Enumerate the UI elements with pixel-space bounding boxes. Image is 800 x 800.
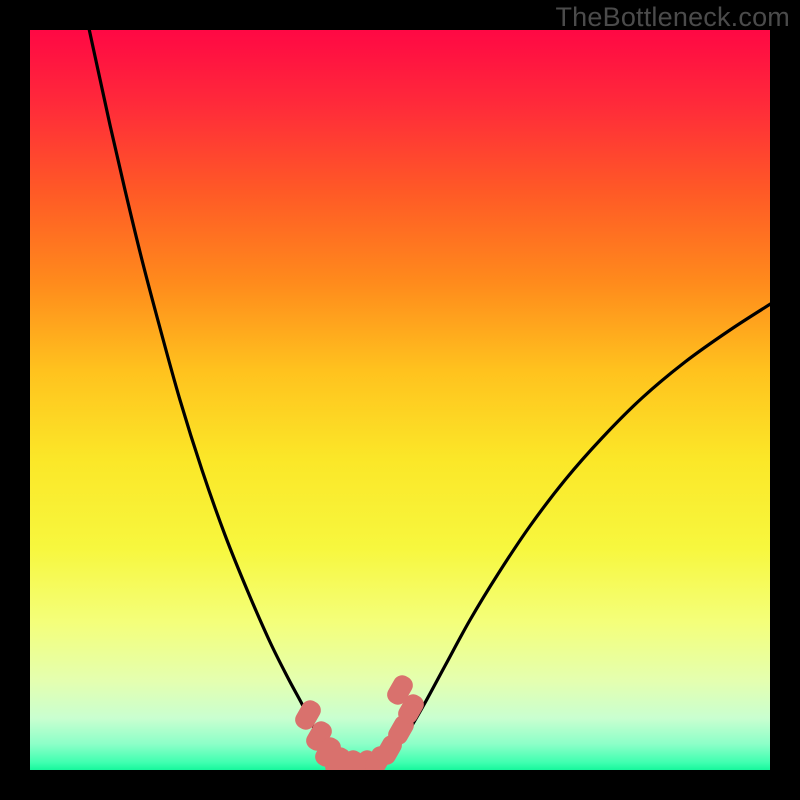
- chart-stage: TheBottleneck.com: [0, 0, 800, 800]
- curve-markers: [292, 672, 427, 770]
- plot-area: [30, 30, 770, 770]
- curve-svg: [30, 30, 770, 770]
- bottleneck-curve: [88, 30, 770, 767]
- watermark-text: TheBottleneck.com: [555, 2, 790, 33]
